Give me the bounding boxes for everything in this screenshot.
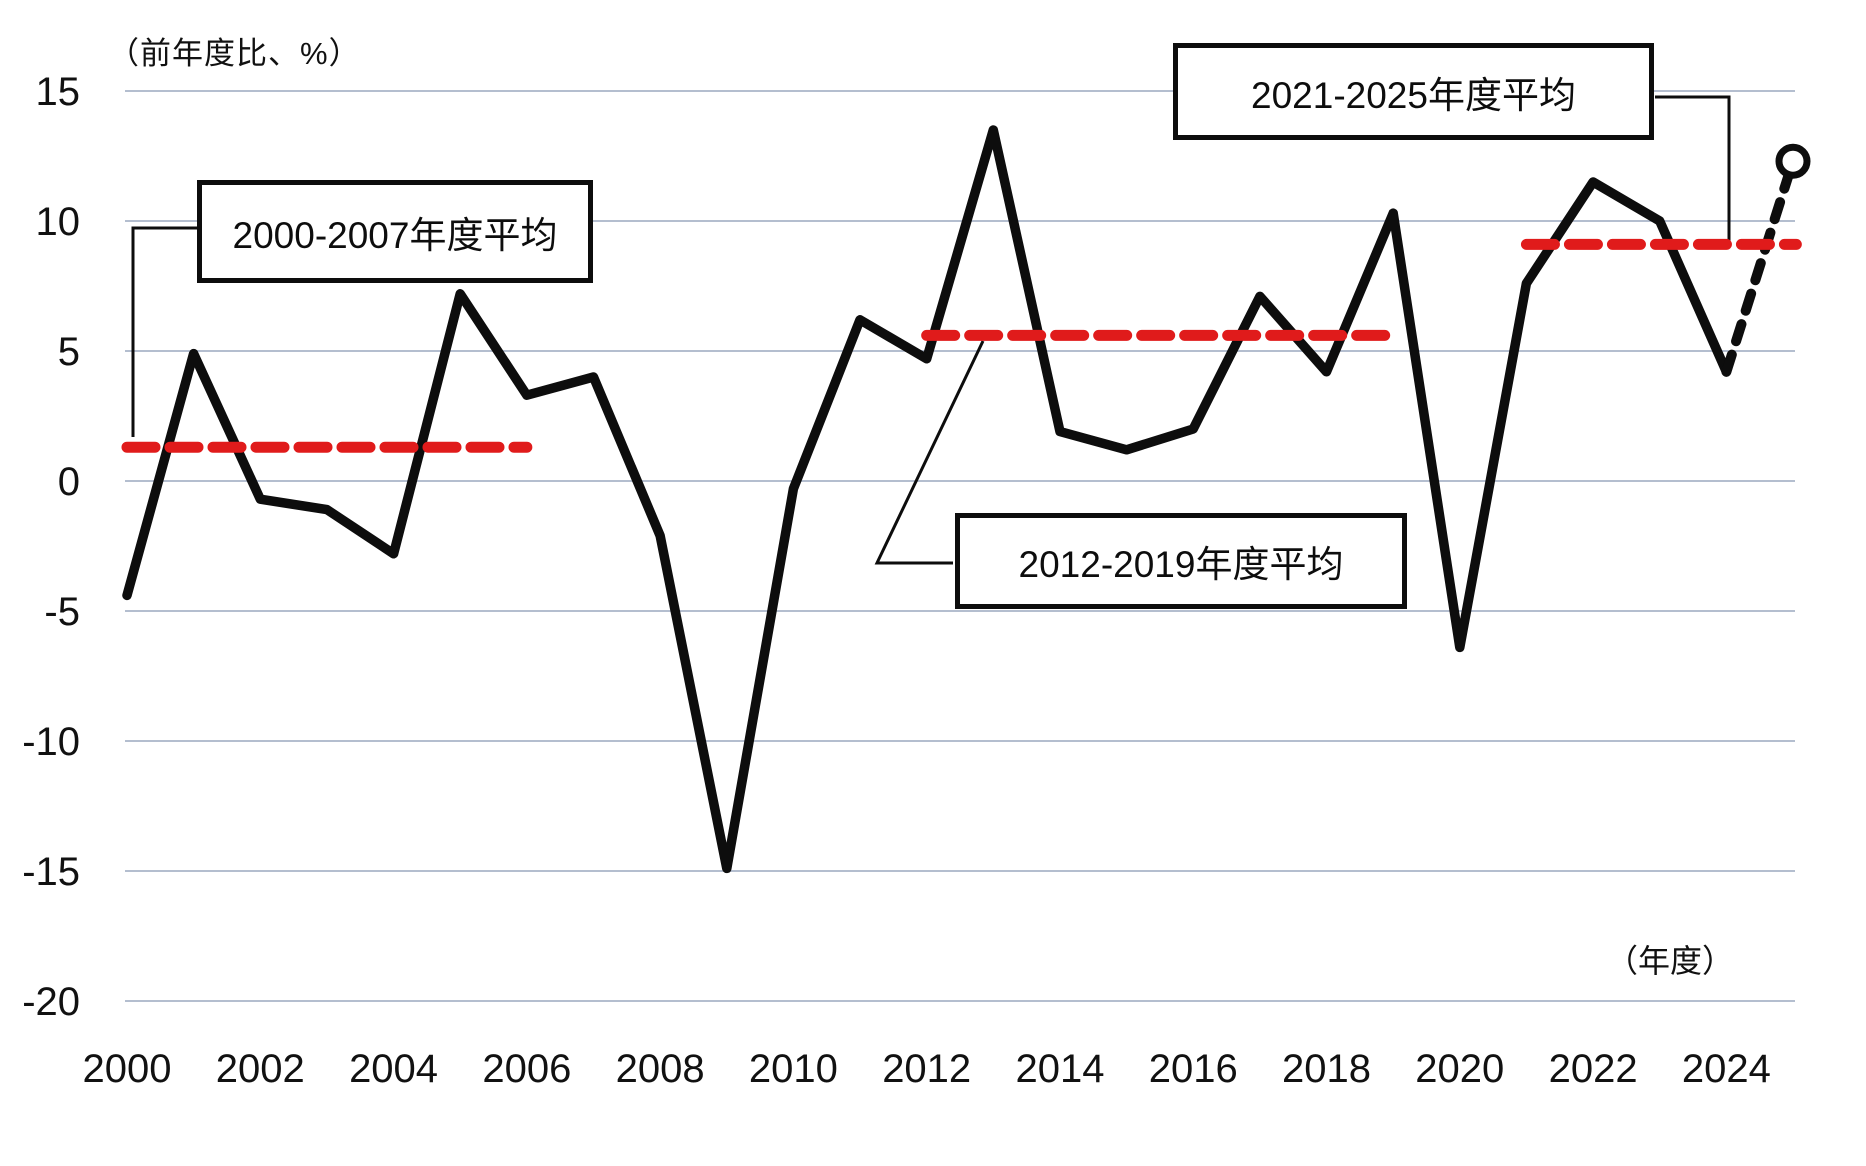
y-tick-label: -5 [44,590,80,634]
forecast-open-circle-marker [1775,143,1811,179]
x-tick-label: 2018 [1282,1047,1371,1091]
y-tick-label: 10 [36,200,81,244]
annotation-leader-line-1 [874,340,985,565]
x-tick-label: 2000 [83,1047,172,1091]
x-tick-label: 2006 [482,1047,571,1091]
x-tick-label: 2008 [616,1047,705,1091]
annotation-leader-line-2 [1655,95,1731,242]
x-tick-label: 2012 [882,1047,971,1091]
annotation-label: 2021-2025年度平均 [1251,74,1576,116]
annotation-label: 2012-2019年度平均 [1018,544,1344,585]
series-line-forecast-dashed [1721,156,1798,377]
x-axis-unit-label: （年度） [1605,943,1734,979]
x-tick-label: 2022 [1549,1047,1638,1091]
series-line-solid [122,125,1732,874]
x-tick-label: 2010 [749,1047,838,1091]
annotation-label: 2000-2007年度平均 [232,214,558,256]
annotation-box-2021-2025-average: 2021-2025年度平均 [1173,43,1654,140]
annotation-box-2000-2007-average: 2000-2007年度平均 [197,180,593,283]
x-tick-label: 2024 [1682,1047,1771,1091]
y-tick-label: 5 [58,330,80,374]
y-tick-label: -15 [22,850,80,894]
annotation-leader-line-0 [131,226,197,437]
x-tick-label: 2004 [349,1047,438,1091]
x-tick-label: 2020 [1415,1047,1504,1091]
y-tick-label: 0 [58,460,80,504]
x-tick-label: 2014 [1015,1047,1104,1091]
y-tick-label: -10 [22,720,80,764]
y-tick-label: 15 [36,70,81,114]
x-tick-label: 2016 [1149,1047,1238,1091]
y-axis-unit-label: （前年度比、%） [108,36,361,71]
x-tick-label: 2002 [216,1047,305,1091]
y-tick-label: -20 [22,980,80,1024]
annotation-box-2012-2019-average: 2012-2019年度平均 [955,513,1407,609]
